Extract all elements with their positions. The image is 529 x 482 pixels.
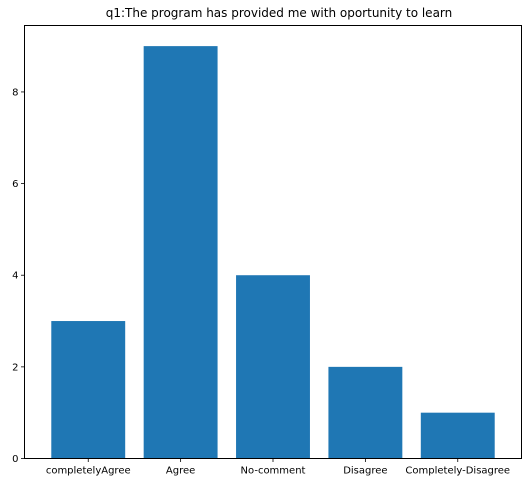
y-tick-label: 4: [12, 271, 18, 282]
x-tick-label: No-comment: [241, 466, 306, 477]
x-tick-label: Disagree: [343, 466, 387, 477]
x-tick-label: Agree: [166, 466, 195, 477]
bar-no-comment: [236, 275, 310, 459]
x-tick-label: Completely-Disagree: [405, 466, 510, 477]
y-axis-ticks: 0 2 4 6 8: [12, 87, 25, 465]
x-tick-label: completelyAgree: [46, 466, 131, 477]
bar-agree: [143, 46, 218, 459]
y-tick-label: 0: [12, 454, 18, 465]
y-tick-label: 6: [12, 179, 18, 190]
x-axis-ticks: completelyAgree Agree No-comment Disagree Co…: [46, 458, 510, 477]
bars-group: [51, 46, 495, 459]
bar-disagree: [328, 366, 403, 459]
y-tick-label: 8: [12, 87, 18, 98]
y-tick-label: 2: [12, 362, 18, 373]
chart-title: q1:The program has provided me with opor…: [106, 6, 453, 20]
plot-frame: [24, 25, 522, 459]
bar-completely-disagree: [420, 412, 495, 459]
bar-completelyagree: [51, 321, 126, 459]
